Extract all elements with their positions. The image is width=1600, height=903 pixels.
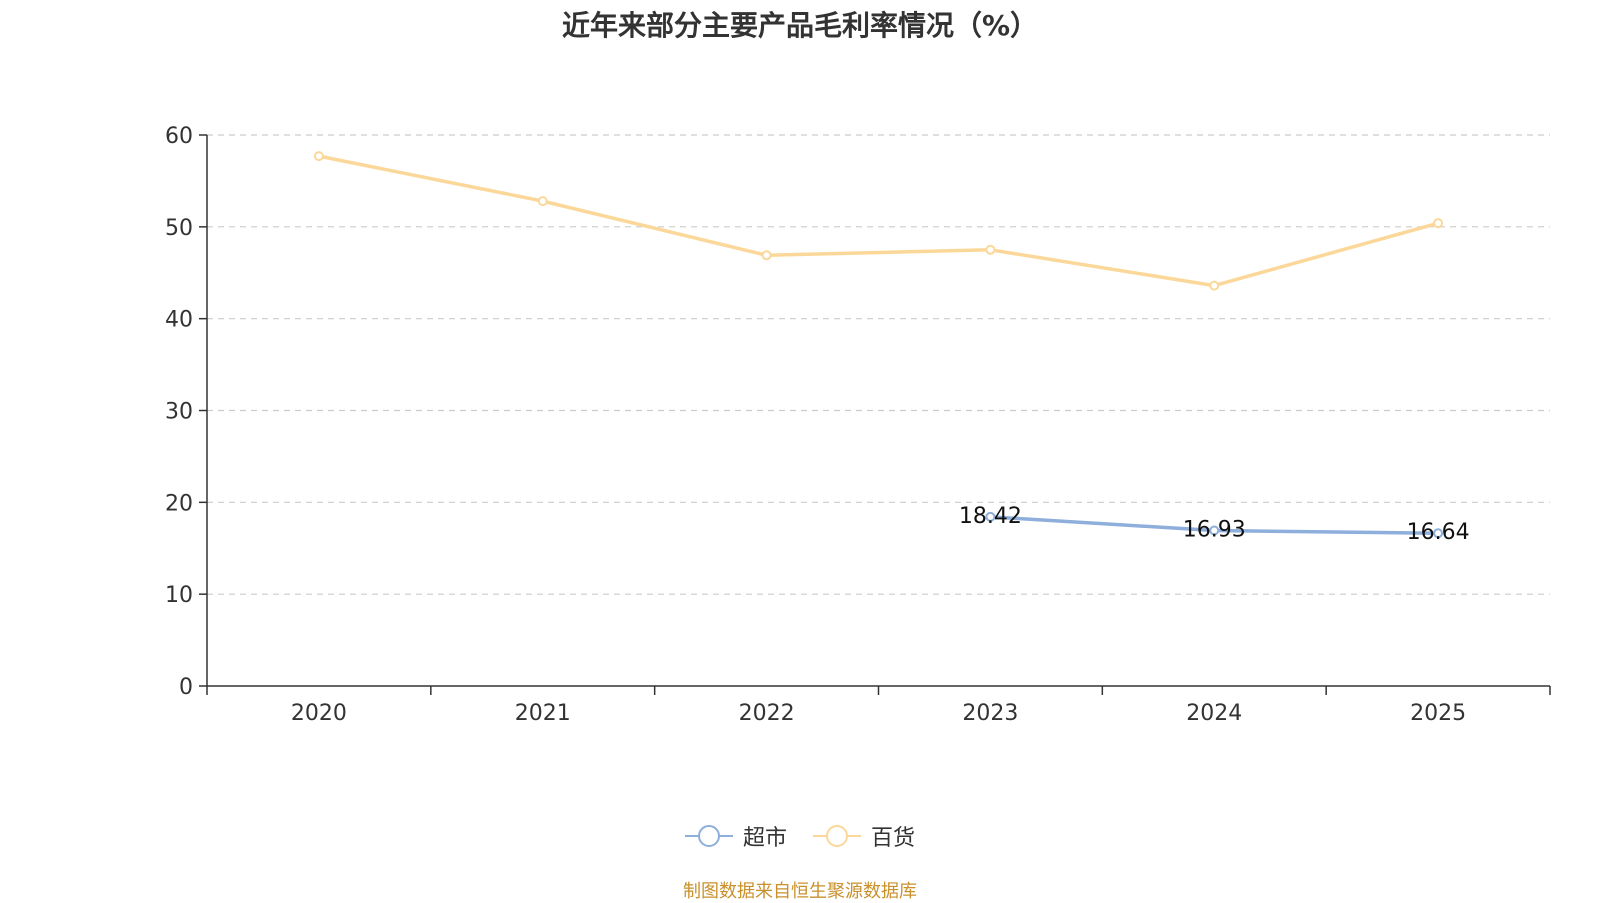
y-tick-label: 60 — [165, 124, 193, 149]
grid-lines — [207, 134, 1550, 595]
y-tick-label: 20 — [165, 491, 193, 516]
x-tick-label: 2022 — [739, 701, 795, 726]
data-label: 16.64 — [1407, 520, 1470, 545]
data-point — [1209, 280, 1220, 291]
source-note: 制图数据来自恒生聚源数据库 — [683, 881, 917, 902]
data-point — [985, 511, 996, 522]
y-tick-label: 30 — [165, 400, 193, 425]
axes: 0 10 20 30 40 50 60 2020 2021 2022 2023 2024 2025 — [165, 124, 1551, 726]
legend-label-department-store: 百货 — [871, 826, 916, 851]
series-lines — [313, 151, 1444, 539]
y-tick-label: 10 — [165, 583, 193, 608]
x-tick-label: 2021 — [515, 701, 571, 726]
legend-label-supermarket: 超市 — [742, 826, 787, 851]
data-point — [985, 244, 996, 255]
series-line-1 — [318, 154, 1439, 288]
x-tick-label: 2020 — [291, 701, 347, 726]
y-tick-label: 40 — [165, 308, 193, 333]
x-tick-label: 2024 — [1186, 701, 1242, 726]
legend-item-department-store[interactable]: 百货 — [813, 820, 915, 852]
chart-title: 近年来部分主要产品毛利率情况（%） — [561, 9, 1039, 42]
data-point — [1209, 525, 1220, 536]
legend-marker-department-store — [813, 825, 861, 847]
data-point — [1433, 528, 1444, 539]
data-label: 16.93 — [1183, 518, 1246, 543]
data-labels: 18.42 16.93 16.64 — [959, 504, 1470, 545]
x-tick-label: 2025 — [1410, 701, 1466, 726]
legend-marker-supermarket — [684, 825, 733, 847]
data-label: 18.42 — [959, 504, 1022, 529]
y-tick-label: 50 — [165, 216, 193, 241]
legend: 超市 百货 — [0, 820, 1600, 852]
x-tick-label: 2023 — [962, 701, 1018, 726]
data-point — [761, 250, 772, 261]
data-point — [1433, 218, 1444, 229]
legend-item-supermarket[interactable]: 超市 — [684, 820, 787, 852]
y-tick-label: 0 — [179, 675, 193, 700]
data-point — [313, 151, 324, 162]
data-point — [537, 196, 548, 207]
